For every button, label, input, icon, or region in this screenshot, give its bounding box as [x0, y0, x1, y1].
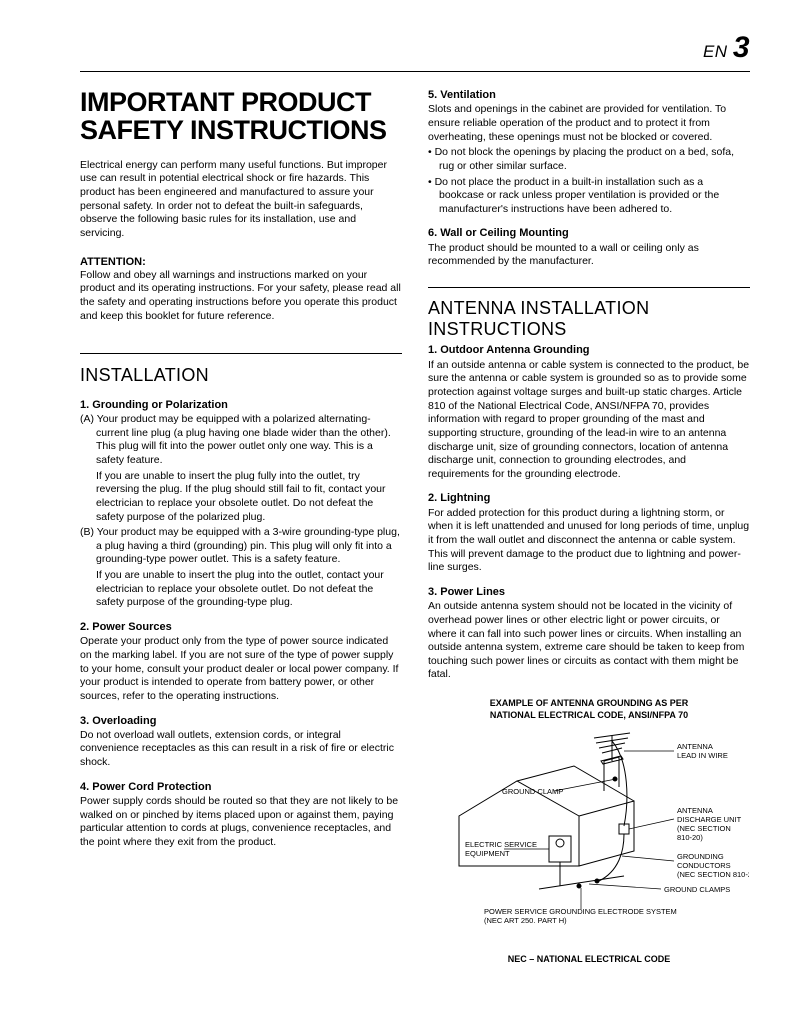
svg-text:ANTENNA: ANTENNA	[677, 806, 713, 815]
sec-title: 1. Outdoor Antenna Grounding	[428, 343, 750, 357]
diagram-title-line: EXAMPLE OF ANTENNA GROUNDING AS PER	[490, 698, 689, 708]
svg-text:EQUIPMENT: EQUIPMENT	[465, 849, 510, 858]
para: Operate your product only from the type …	[80, 635, 402, 703]
svg-text:CONDUCTORS: CONDUCTORS	[677, 861, 731, 870]
para: Power supply cords should be routed so t…	[80, 795, 402, 850]
diagram-title: EXAMPLE OF ANTENNA GROUNDING AS PER NATI…	[428, 698, 750, 721]
sec-title: 2. Power Sources	[80, 620, 402, 634]
svg-text:(NEC SECTION 810-21): (NEC SECTION 810-21)	[677, 870, 749, 879]
sec-title: 2. Lightning	[428, 491, 750, 505]
svg-text:810-20): 810-20)	[677, 833, 703, 842]
para: If you are unable to insert the plug int…	[96, 569, 402, 610]
para: Do not overload wall outlets, extension …	[80, 729, 402, 770]
page-number: 3	[733, 31, 750, 64]
para: An outside antenna system should not be …	[428, 600, 750, 682]
right-column: 5. Ventilation Slots and openings in the…	[428, 88, 750, 966]
svg-text:ANTENNA: ANTENNA	[677, 742, 713, 751]
para: Slots and openings in the cabinet are pr…	[428, 103, 750, 144]
svg-text:LEAD IN WIRE: LEAD IN WIRE	[677, 751, 728, 760]
sec-title: 1. Grounding or Polarization	[80, 398, 402, 412]
para: The product should be mounted to a wall …	[428, 242, 750, 269]
page-title: IMPORTANT PRODUCT SAFETY INSTRUCTIONS	[80, 88, 402, 145]
section-rule	[80, 353, 402, 354]
list-item: Do not block the openings by placing the…	[428, 146, 750, 173]
page-prefix: EN	[703, 42, 728, 61]
list-item: Do not place the product in a built-in i…	[428, 176, 750, 217]
sec-title: 4. Power Cord Protection	[80, 780, 402, 794]
diagram-footer: NEC – NATIONAL ELECTRICAL CODE	[428, 954, 750, 966]
para: (B) Your product may be equipped with a …	[96, 526, 402, 567]
para: If you are unable to insert the plug ful…	[96, 470, 402, 525]
installation-heading: INSTALLATION	[80, 364, 402, 387]
svg-text:ELECTRIC SERVICE: ELECTRIC SERVICE	[465, 840, 537, 849]
sec-title: 3. Overloading	[80, 714, 402, 728]
intro-text: Electrical energy can perform many usefu…	[80, 159, 402, 241]
section-rule	[428, 287, 750, 288]
attention-text: Follow and obey all warnings and instruc…	[80, 269, 402, 324]
svg-text:GROUNDING: GROUNDING	[677, 852, 724, 861]
sec-title: 6. Wall or Ceiling Mounting	[428, 226, 750, 240]
svg-text:GROUND CLAMPS: GROUND CLAMPS	[664, 885, 730, 894]
diagram-title-line: NATIONAL ELECTRICAL CODE, ANSI/NFPA 70	[490, 710, 688, 720]
antenna-diagram: EXAMPLE OF ANTENNA GROUNDING AS PER NATI…	[428, 698, 750, 966]
para: For added protection for this product du…	[428, 507, 750, 575]
svg-text:(NEC ART 250. PART H): (NEC ART 250. PART H)	[484, 916, 567, 925]
antenna-heading: ANTENNA INSTALLATION INSTRUCTIONS	[428, 298, 750, 339]
two-column-layout: IMPORTANT PRODUCT SAFETY INSTRUCTIONS El…	[80, 88, 750, 966]
attention-label: ATTENTION:	[80, 255, 402, 269]
page-header: EN 3	[80, 28, 750, 72]
para: (A) Your product may be equipped with a …	[96, 413, 402, 468]
svg-text:(NEC SECTION: (NEC SECTION	[677, 824, 731, 833]
para: If an outside antenna or cable system is…	[428, 359, 750, 482]
svg-text:POWER SERVICE GROUNDING ELECTR: POWER SERVICE GROUNDING ELECTRODE SYSTEM	[484, 907, 677, 916]
antenna-diagram-svg: ANTENNA LEAD IN WIRE GROUND CLAMP ANTENN…	[429, 731, 749, 941]
svg-text:DISCHARGE UNIT: DISCHARGE UNIT	[677, 815, 742, 824]
sec-title: 3. Power Lines	[428, 585, 750, 599]
left-column: IMPORTANT PRODUCT SAFETY INSTRUCTIONS El…	[80, 88, 402, 966]
sec-title: 5. Ventilation	[428, 88, 750, 102]
bullet-list: Do not block the openings by placing the…	[428, 146, 750, 216]
svg-text:GROUND CLAMP: GROUND CLAMP	[502, 787, 563, 796]
